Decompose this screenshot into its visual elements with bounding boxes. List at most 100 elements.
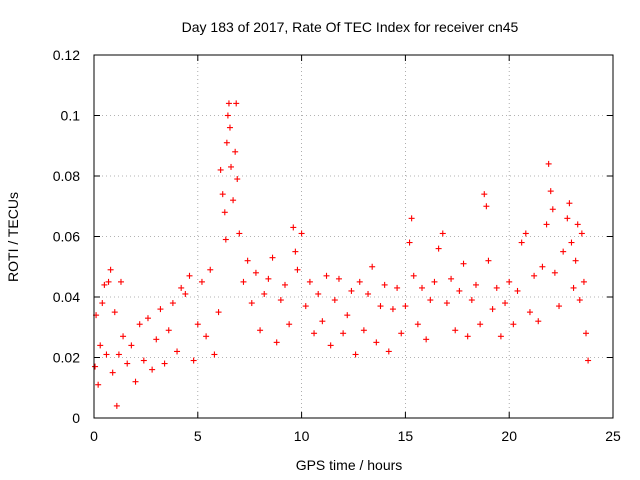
roti-point — [477, 321, 484, 328]
roti-point — [109, 369, 116, 376]
roti-point — [549, 206, 556, 213]
roti-point — [518, 239, 525, 246]
roti-point — [481, 191, 488, 198]
roti-point — [203, 333, 210, 340]
y-tick-label: 0.02 — [53, 350, 80, 366]
roti-point — [169, 300, 176, 307]
roti-point — [144, 315, 151, 322]
roti-point — [228, 163, 235, 170]
roti-point — [99, 300, 106, 307]
roti-point — [327, 342, 334, 349]
roti-point — [113, 402, 120, 409]
roti-point — [578, 230, 585, 237]
roti-point — [460, 260, 467, 267]
x-tick-label: 5 — [194, 428, 202, 444]
roti-point — [435, 245, 442, 252]
roti-point — [294, 266, 301, 273]
roti-point — [236, 230, 243, 237]
roti-point — [219, 191, 226, 198]
roti-point — [132, 378, 139, 385]
roti-point — [556, 303, 563, 310]
x-tick-label: 0 — [90, 428, 98, 444]
roti-point — [485, 257, 492, 264]
y-tick-label: 0.06 — [53, 229, 80, 245]
roti-point — [306, 278, 313, 285]
y-tick-label: 0.12 — [53, 47, 80, 63]
roti-point — [224, 112, 231, 119]
roti-point — [547, 188, 554, 195]
roti-point — [101, 281, 108, 288]
roti-point — [572, 257, 579, 264]
roti-point — [539, 263, 546, 270]
roti-point — [149, 366, 156, 373]
roti-point — [111, 309, 118, 316]
roti-point — [165, 327, 172, 334]
roti-point — [136, 321, 143, 328]
x-tick-label: 20 — [501, 428, 517, 444]
roti-point — [365, 290, 372, 297]
roti-point — [117, 278, 124, 285]
roti-point — [360, 327, 367, 334]
roti-point — [292, 248, 299, 255]
roti-point — [128, 342, 135, 349]
chart-title: Day 183 of 2017, Rate Of TEC Index for r… — [182, 19, 519, 35]
roti-point — [543, 221, 550, 228]
roti-point — [408, 215, 415, 222]
y-tick-label: 0.1 — [61, 108, 81, 124]
roti-point — [211, 351, 218, 358]
roti-point — [315, 290, 322, 297]
roti-point — [398, 330, 405, 337]
roti-point — [356, 278, 363, 285]
roti-point — [423, 336, 430, 343]
roti-point — [472, 281, 479, 288]
roti-point — [190, 357, 197, 364]
roti-point — [120, 333, 127, 340]
grid-layer — [94, 55, 613, 418]
roti-point — [570, 284, 577, 291]
roti-point — [186, 272, 193, 279]
roti-point — [344, 312, 351, 319]
roti-point — [217, 166, 224, 173]
roti-point — [560, 248, 567, 255]
roti-point — [234, 176, 241, 183]
roti-point — [230, 197, 237, 204]
roti-point — [385, 348, 392, 355]
roti-point — [225, 100, 232, 107]
roti-point — [497, 333, 504, 340]
roti-point — [468, 297, 475, 304]
roti-point — [373, 339, 380, 346]
roti-point — [410, 272, 417, 279]
roti-point — [298, 230, 305, 237]
roti-point — [566, 200, 573, 207]
roti-point — [194, 321, 201, 328]
roti-point — [551, 269, 558, 276]
roti-point — [483, 203, 490, 210]
roti-point — [389, 306, 396, 313]
roti-point — [174, 348, 181, 355]
roti-point — [97, 342, 104, 349]
roti-point — [506, 278, 513, 285]
roti-point — [419, 284, 426, 291]
y-tick-label: 0 — [72, 410, 80, 426]
roti-point — [153, 336, 160, 343]
roti-point — [221, 209, 228, 216]
roti-point — [182, 290, 189, 297]
roti-point — [439, 230, 446, 237]
roti-point — [585, 357, 592, 364]
x-tick-label: 15 — [398, 428, 414, 444]
roti-point — [286, 321, 293, 328]
roti-point — [232, 148, 239, 155]
roti-point — [257, 327, 264, 334]
roti-point — [178, 284, 185, 291]
roti-point — [493, 284, 500, 291]
roti-point — [207, 266, 214, 273]
roti-point — [252, 269, 259, 276]
roti-point — [157, 306, 164, 313]
roti-point — [115, 351, 122, 358]
roti-point — [381, 281, 388, 288]
roti-point — [443, 300, 450, 307]
x-tick-label: 25 — [605, 428, 621, 444]
roti-point — [273, 339, 280, 346]
y-tick-label: 0.08 — [53, 168, 80, 184]
roti-point — [323, 272, 330, 279]
